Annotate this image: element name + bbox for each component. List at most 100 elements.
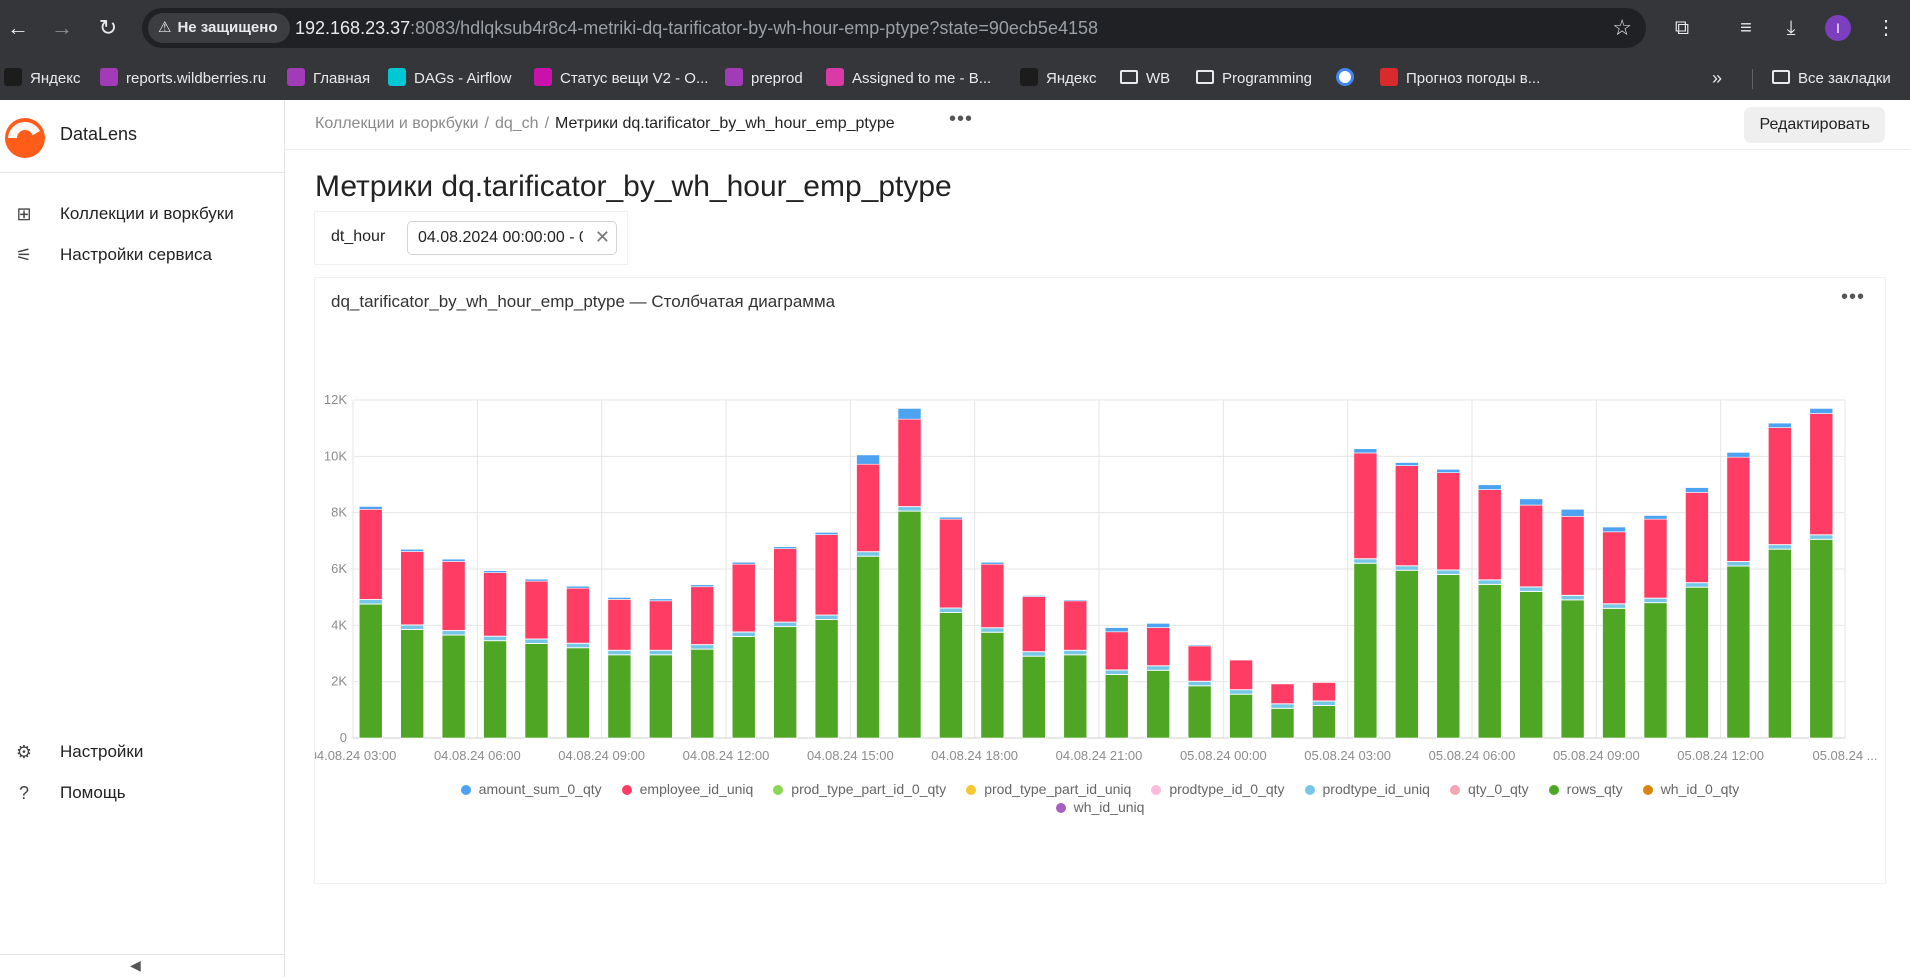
bar-segment-rows_qty[interactable]	[1022, 656, 1045, 738]
bookmark-3[interactable]: DAGs - Airflow	[388, 57, 512, 100]
bar-segment-employee_id_uniq[interactable]	[608, 599, 631, 650]
bar-segment-employee_id_uniq[interactable]	[815, 535, 838, 615]
bar-segment-rows_qty[interactable]	[981, 632, 1004, 738]
bar-segment-amount_sum_0_qty[interactable]	[981, 562, 1004, 564]
legend-item-amount_sum_0_qty[interactable]: amount_sum_0_qty	[461, 780, 602, 798]
bookmark-5[interactable]: preprod	[725, 57, 803, 100]
bookmark-0[interactable]: Яндекс	[4, 57, 80, 100]
bar-segment-prodtype_id_uniq[interactable]	[1312, 701, 1335, 705]
sidebar-item-service-settings[interactable]: ⚟ Настройки сервиса	[0, 235, 285, 275]
bar-segment-employee_id_uniq[interactable]	[401, 552, 424, 625]
bar-segment-rows_qty[interactable]	[1188, 686, 1211, 738]
bar-segment-prodtype_id_uniq[interactable]	[1395, 566, 1418, 570]
bar-segment-prodtype_id_uniq[interactable]	[1810, 535, 1833, 539]
bar-segment-employee_id_uniq[interactable]	[359, 509, 382, 599]
bar-segment-employee_id_uniq[interactable]	[1354, 453, 1377, 559]
bar-segment-rows_qty[interactable]	[1437, 575, 1460, 738]
bar-segment-employee_id_uniq[interactable]	[1105, 632, 1128, 670]
bar-segment-amount_sum_0_qty[interactable]	[1188, 645, 1211, 646]
profile-avatar[interactable]: I	[1825, 15, 1851, 41]
reload-icon[interactable]: ↻	[92, 12, 124, 44]
bar-segment-employee_id_uniq[interactable]	[1685, 492, 1708, 582]
browser-menu-icon[interactable]: ⋮	[1870, 12, 1902, 44]
bar-segment-rows_qty[interactable]	[525, 644, 548, 738]
sidebar-item-collections-row[interactable]: ⊞ Коллекции и воркбуки	[0, 194, 285, 234]
bar-segment-employee_id_uniq[interactable]	[691, 587, 714, 645]
bar-segment-rows_qty[interactable]	[442, 635, 465, 738]
bar-segment-amount_sum_0_qty[interactable]	[1810, 408, 1833, 413]
bar-segment-prodtype_id_uniq[interactable]	[525, 639, 548, 643]
bar-segment-prodtype_id_uniq[interactable]	[857, 552, 880, 556]
bar-segment-prodtype_id_uniq[interactable]	[1644, 598, 1667, 602]
bar-segment-employee_id_uniq[interactable]	[1768, 428, 1791, 545]
bar-segment-rows_qty[interactable]	[1685, 587, 1708, 738]
bar-segment-prodtype_id_uniq[interactable]	[1437, 570, 1460, 574]
bar-segment-employee_id_uniq[interactable]	[1230, 660, 1253, 690]
bar-segment-amount_sum_0_qty[interactable]	[359, 506, 382, 509]
bookmark-2[interactable]: Главная	[287, 57, 370, 100]
bar-segment-amount_sum_0_qty[interactable]	[1561, 509, 1584, 516]
legend-item-wh_id_uniq[interactable]: wh_id_uniq	[1056, 798, 1145, 816]
sidebar-item-help[interactable]: ? Помощь	[0, 773, 285, 813]
bar-segment-employee_id_uniq[interactable]	[1022, 597, 1045, 652]
legend-item-prodtype_id_0_qty[interactable]: prodtype_id_0_qty	[1151, 780, 1284, 798]
bar-segment-employee_id_uniq[interactable]	[1810, 414, 1833, 535]
bar-segment-amount_sum_0_qty[interactable]	[1064, 600, 1087, 601]
bar-segment-prodtype_id_uniq[interactable]	[1022, 652, 1045, 656]
bar-segment-employee_id_uniq[interactable]	[442, 561, 465, 630]
bar-segment-rows_qty[interactable]	[691, 649, 714, 738]
date-range-input[interactable]: 04.08.2024 00:00:00 - 0 ✕	[407, 221, 617, 255]
bar-segment-amount_sum_0_qty[interactable]	[1727, 452, 1750, 457]
bar-segment-prodtype_id_uniq[interactable]	[566, 643, 589, 647]
bar-segment-prodtype_id_uniq[interactable]	[1727, 562, 1750, 566]
bar-segment-amount_sum_0_qty[interactable]	[1147, 623, 1170, 627]
bar-segment-rows_qty[interactable]	[1478, 584, 1501, 738]
bar-segment-prodtype_id_uniq[interactable]	[1685, 583, 1708, 587]
bar-segment-prodtype_id_uniq[interactable]	[1230, 690, 1253, 694]
bar-segment-prodtype_id_uniq[interactable]	[442, 631, 465, 635]
bar-segment-prodtype_id_uniq[interactable]	[1603, 604, 1626, 608]
bar-segment-amount_sum_0_qty[interactable]	[566, 586, 589, 588]
bar-segment-rows_qty[interactable]	[1644, 603, 1667, 738]
bar-segment-amount_sum_0_qty[interactable]	[1644, 515, 1667, 519]
edit-button[interactable]: Редактировать	[1744, 107, 1885, 143]
legend-item-qty_0_qty[interactable]: qty_0_qty	[1450, 780, 1529, 798]
bar-segment-rows_qty[interactable]	[857, 556, 880, 738]
bar-segment-employee_id_uniq[interactable]	[732, 564, 755, 632]
bar-segment-amount_sum_0_qty[interactable]	[401, 549, 424, 551]
forward-icon[interactable]: →	[46, 12, 78, 44]
bar-segment-rows_qty[interactable]	[815, 620, 838, 738]
bar-segment-rows_qty[interactable]	[1064, 655, 1087, 738]
bar-segment-rows_qty[interactable]	[732, 637, 755, 738]
bar-segment-employee_id_uniq[interactable]	[1603, 532, 1626, 604]
bar-segment-prodtype_id_uniq[interactable]	[1478, 580, 1501, 584]
bar-segment-employee_id_uniq[interactable]	[1312, 683, 1335, 701]
bar-segment-rows_qty[interactable]	[898, 511, 921, 738]
bar-segment-rows_qty[interactable]	[1354, 563, 1377, 738]
bar-segment-employee_id_uniq[interactable]	[1147, 628, 1170, 666]
bar-segment-employee_id_uniq[interactable]	[898, 419, 921, 506]
bar-segment-amount_sum_0_qty[interactable]	[1354, 449, 1377, 453]
bar-segment-rows_qty[interactable]	[484, 641, 507, 738]
url-text[interactable]: 192.168.23.37:8083/hdlqksub4r8c4-metriki…	[295, 8, 1098, 48]
bar-segment-rows_qty[interactable]	[1768, 549, 1791, 738]
download-icon[interactable]: ⤓	[1775, 12, 1807, 44]
bookmark-10[interactable]	[1336, 57, 1362, 100]
bar-segment-employee_id_uniq[interactable]	[1271, 684, 1294, 704]
bar-segment-amount_sum_0_qty[interactable]	[1105, 628, 1128, 632]
bar-segment-prodtype_id_uniq[interactable]	[939, 608, 962, 612]
bar-segment-amount_sum_0_qty[interactable]	[1520, 499, 1543, 505]
bar-segment-amount_sum_0_qty[interactable]	[898, 408, 921, 419]
bar-segment-rows_qty[interactable]	[401, 630, 424, 738]
bar-segment-prodtype_id_uniq[interactable]	[774, 622, 797, 626]
bookmark-7[interactable]: Яндекс	[1020, 57, 1096, 100]
bar-segment-prodtype_id_uniq[interactable]	[1147, 666, 1170, 670]
bar-segment-prodtype_id_uniq[interactable]	[1064, 650, 1087, 654]
bar-segment-amount_sum_0_qty[interactable]	[1230, 659, 1253, 660]
bar-segment-amount_sum_0_qty[interactable]	[649, 599, 672, 601]
bar-segment-employee_id_uniq[interactable]	[774, 549, 797, 622]
bar-segment-rows_qty[interactable]	[1603, 608, 1626, 738]
bookmark-4[interactable]: Статус вещи V2 - O...	[534, 57, 708, 100]
bar-segment-rows_qty[interactable]	[939, 613, 962, 738]
bar-segment-prodtype_id_uniq[interactable]	[1354, 559, 1377, 563]
